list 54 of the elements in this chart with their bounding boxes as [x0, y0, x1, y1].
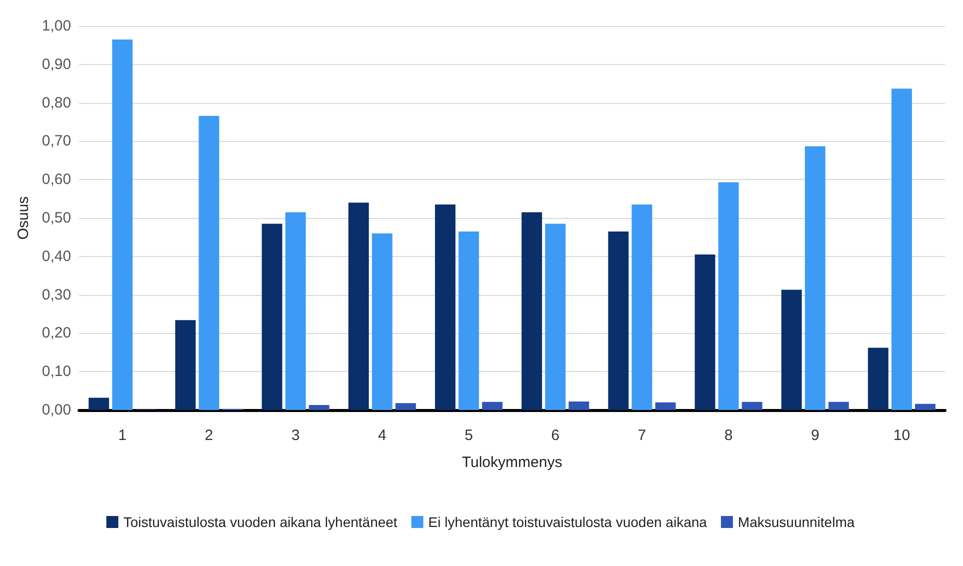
- y-tick-label: 0,90: [42, 56, 72, 73]
- bar: [718, 182, 739, 410]
- bar: [198, 116, 220, 410]
- bar: [568, 402, 590, 410]
- y-tick-label: 0,60: [42, 171, 72, 188]
- x-axis-title: Tulokymmenys: [462, 454, 562, 471]
- x-tick-label: 1: [118, 427, 127, 444]
- bar: [891, 88, 912, 410]
- bar: [608, 231, 629, 410]
- y-tick-label: 1,00: [42, 18, 72, 34]
- bar: [434, 204, 456, 410]
- x-tick-label: 9: [810, 427, 820, 444]
- legend-label: Maksusuunnitelma: [738, 514, 855, 530]
- y-axis-title: Osuus: [15, 196, 32, 240]
- x-tick-label: 4: [378, 427, 386, 444]
- bar: [915, 404, 936, 410]
- x-tick-label: 7: [638, 427, 646, 444]
- bar: [742, 402, 762, 410]
- y-tick-label: 0,20: [42, 324, 72, 342]
- bar: [112, 39, 133, 410]
- bar: [372, 233, 392, 410]
- y-tick-label: 0,40: [42, 248, 72, 265]
- legend-label: Toistuvaistulosta vuoden aikana lyhentäneet: [123, 514, 398, 530]
- x-tick-label: 5: [464, 427, 473, 444]
- x-tick-label: 3: [291, 427, 300, 444]
- bar: [655, 402, 676, 410]
- bar: [458, 231, 479, 410]
- y-tick-label: 0,50: [42, 210, 72, 226]
- x-tick-label: 8: [724, 427, 733, 444]
- bar: [545, 224, 566, 410]
- bar: [868, 348, 888, 410]
- y-tick-label: 0,30: [42, 286, 72, 304]
- bar: [632, 204, 652, 410]
- bar: [694, 254, 716, 410]
- bar: [804, 146, 826, 410]
- bar: [828, 402, 849, 410]
- bar: [262, 224, 282, 410]
- y-tick-label: 0,80: [42, 94, 72, 112]
- y-tick-label: 0,70: [42, 132, 72, 150]
- bar: [175, 320, 196, 410]
- bar: [482, 402, 503, 410]
- bar: [348, 202, 369, 410]
- y-tick-label: 0,10: [42, 363, 72, 380]
- x-tick-label: 2: [204, 427, 214, 444]
- bar: [781, 290, 802, 410]
- x-tick-label: 6: [551, 427, 560, 444]
- y-tick-label: 0,00: [42, 402, 72, 418]
- bar: [285, 212, 306, 410]
- bar: [522, 212, 542, 410]
- bar: [308, 405, 330, 410]
- bar: [395, 403, 416, 410]
- bar: [88, 398, 110, 410]
- x-tick-label: 10: [893, 427, 910, 444]
- legend-label: Ei lyhentänyt toistuvaistulosta vuoden aikana: [428, 514, 708, 530]
